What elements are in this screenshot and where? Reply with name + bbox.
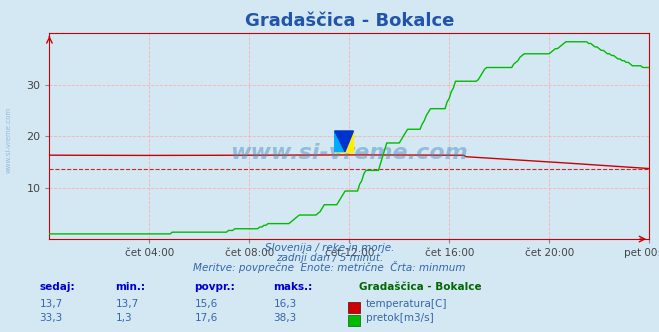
Text: min.:: min.:	[115, 283, 146, 292]
Text: 1,3: 1,3	[115, 313, 132, 323]
Text: 15,6: 15,6	[194, 299, 217, 309]
Text: maks.:: maks.:	[273, 283, 313, 292]
Text: 13,7: 13,7	[115, 299, 138, 309]
Text: pretok[m3/s]: pretok[m3/s]	[366, 313, 434, 323]
Text: 33,3: 33,3	[40, 313, 63, 323]
Text: Gradaščica - Bokalce: Gradaščica - Bokalce	[359, 283, 482, 292]
Text: 16,3: 16,3	[273, 299, 297, 309]
Text: www.si-vreme.com: www.si-vreme.com	[231, 142, 468, 163]
Text: temperatura[C]: temperatura[C]	[366, 299, 447, 309]
Title: Gradaščica - Bokalce: Gradaščica - Bokalce	[244, 12, 454, 30]
Text: 17,6: 17,6	[194, 313, 217, 323]
Text: sedaj:: sedaj:	[40, 283, 75, 292]
Text: www.si-vreme.com: www.si-vreme.com	[5, 106, 12, 173]
Text: Slovenija / reke in morje.: Slovenija / reke in morje.	[265, 243, 394, 253]
Text: 13,7: 13,7	[40, 299, 63, 309]
Text: povpr.:: povpr.:	[194, 283, 235, 292]
Text: 38,3: 38,3	[273, 313, 297, 323]
Polygon shape	[335, 131, 353, 151]
Text: zadnji dan / 5 minut.: zadnji dan / 5 minut.	[276, 253, 383, 263]
Text: Meritve: povprečne  Enote: metrične  Črta: minmum: Meritve: povprečne Enote: metrične Črta:…	[193, 261, 466, 273]
Polygon shape	[335, 131, 345, 151]
Polygon shape	[335, 131, 353, 151]
